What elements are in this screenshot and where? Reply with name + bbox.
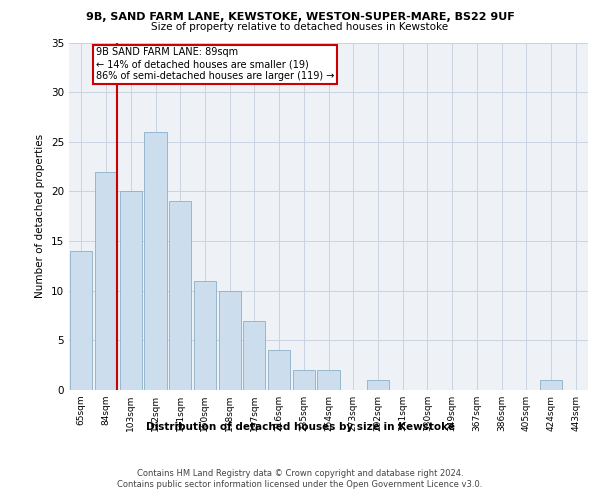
Bar	[218, 290, 241, 390]
Bar	[293, 370, 315, 390]
Bar	[540, 380, 562, 390]
Bar	[367, 380, 389, 390]
Bar	[194, 281, 216, 390]
Bar	[70, 251, 92, 390]
Text: Size of property relative to detached houses in Kewstoke: Size of property relative to detached ho…	[151, 22, 449, 32]
Text: Contains HM Land Registry data © Crown copyright and database right 2024.: Contains HM Land Registry data © Crown c…	[137, 469, 463, 478]
Text: 9B, SAND FARM LANE, KEWSTOKE, WESTON-SUPER-MARE, BS22 9UF: 9B, SAND FARM LANE, KEWSTOKE, WESTON-SUP…	[86, 12, 514, 22]
Bar	[119, 192, 142, 390]
Bar	[268, 350, 290, 390]
Text: Distribution of detached houses by size in Kewstoke: Distribution of detached houses by size …	[146, 422, 455, 432]
Text: 9B SAND FARM LANE: 89sqm
← 14% of detached houses are smaller (19)
86% of semi-d: 9B SAND FARM LANE: 89sqm ← 14% of detach…	[96, 48, 335, 80]
Bar	[317, 370, 340, 390]
Bar	[169, 202, 191, 390]
Bar	[95, 172, 117, 390]
Text: Contains public sector information licensed under the Open Government Licence v3: Contains public sector information licen…	[118, 480, 482, 489]
Bar	[145, 132, 167, 390]
Y-axis label: Number of detached properties: Number of detached properties	[35, 134, 46, 298]
Bar	[243, 320, 265, 390]
